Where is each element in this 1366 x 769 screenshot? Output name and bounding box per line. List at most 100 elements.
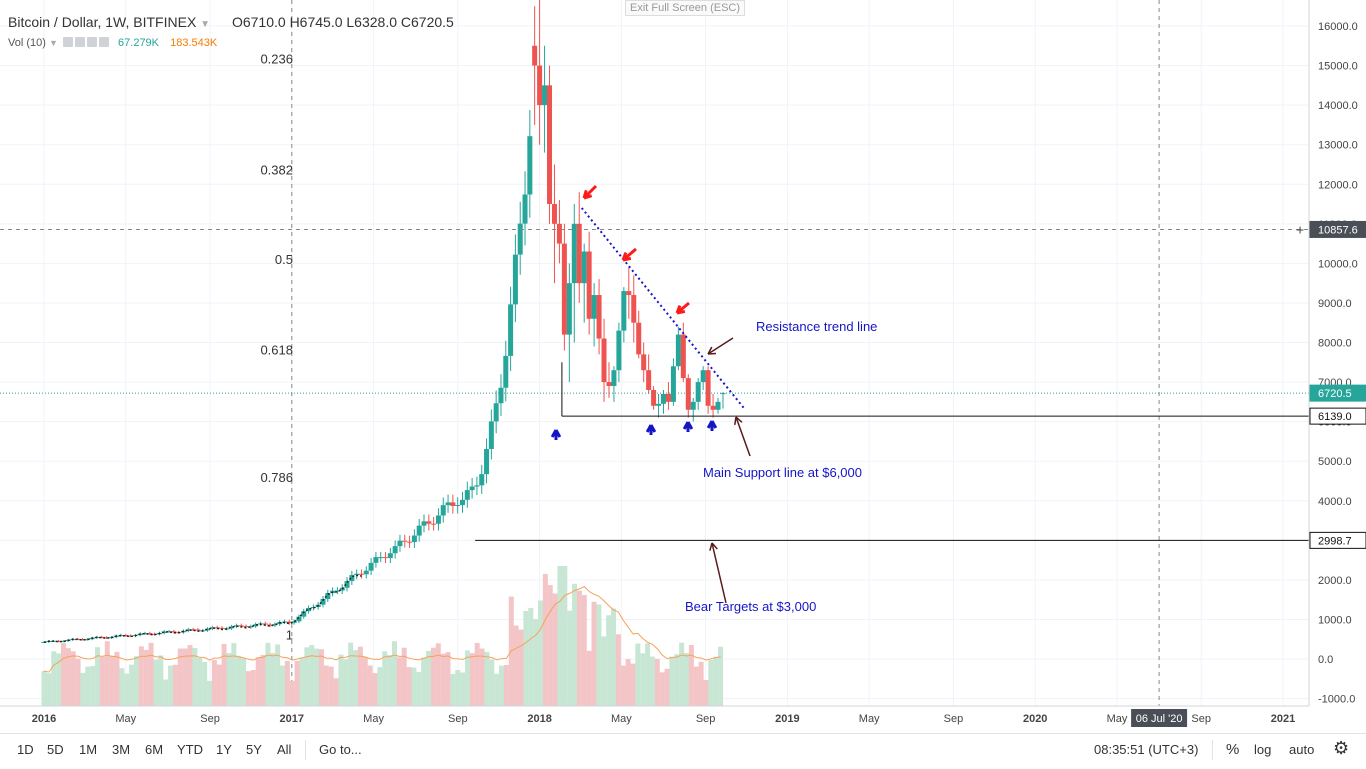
volume-bar — [70, 651, 76, 706]
time-tick-label: May — [363, 713, 384, 725]
volume-bar — [138, 646, 144, 706]
candle-body — [611, 370, 617, 387]
range-1d-button[interactable]: 1D — [17, 742, 34, 757]
add-icon[interactable] — [86, 37, 97, 47]
volume-bar — [654, 658, 660, 706]
volume-bar — [494, 673, 500, 706]
range-all-button[interactable]: All — [277, 742, 292, 757]
candle-body — [675, 334, 681, 367]
volume-bar — [206, 680, 212, 706]
candle-body — [339, 587, 345, 591]
candle-body — [301, 611, 307, 617]
auto-scale-button[interactable]: auto — [1289, 742, 1315, 757]
volume-bar — [241, 658, 247, 706]
volume-bar — [411, 667, 417, 706]
time-tick-label: Sep — [200, 713, 220, 725]
chart-header: Bitcoin / Dollar, 1W, BITFINEX ▼ O6710.0… — [8, 14, 454, 30]
range-3m-button[interactable]: 3M — [112, 742, 131, 757]
volume-bar — [640, 653, 646, 706]
volume-bar — [197, 657, 203, 706]
range-6m-button[interactable]: 6M — [145, 742, 164, 757]
close-icon[interactable] — [98, 37, 109, 47]
candle-body — [661, 393, 666, 404]
time-tick-label: 2021 — [1271, 713, 1295, 725]
volume-bar — [114, 651, 120, 706]
volume-bar — [328, 666, 334, 706]
volume-bar — [338, 654, 344, 706]
blue-arrow-icon — [645, 424, 657, 433]
date-badge — [1131, 709, 1188, 727]
date-badge-text: 06 Jul '20 — [1136, 713, 1183, 725]
range-ytd-button[interactable]: YTD — [177, 742, 203, 757]
log-scale-button[interactable]: log — [1254, 742, 1272, 757]
candle-body — [459, 499, 465, 506]
candle-body — [556, 223, 562, 244]
volume-bar — [294, 660, 300, 706]
volume-bar — [168, 665, 174, 706]
time-tick-label: 2016 — [32, 713, 56, 725]
volume-bar — [445, 652, 451, 706]
volume-bar — [163, 679, 169, 706]
volume-bar — [630, 663, 636, 706]
volume-bar — [659, 672, 665, 706]
candle-body — [161, 631, 167, 633]
fib-level-label: 0.382 — [260, 162, 293, 177]
volume-bar — [85, 666, 91, 706]
range-5y-button[interactable]: 5Y — [246, 742, 262, 757]
eye-icon[interactable] — [62, 37, 73, 47]
volume-bar — [684, 652, 690, 706]
support-price-tag — [1309, 407, 1366, 425]
price-tick-label: -1000.0 — [1318, 694, 1355, 706]
bottom-toolbar: 1D 5D 1M 3M 6M YTD 1Y 5Y All Go to... 08… — [0, 733, 1366, 769]
settings-icon[interactable] — [74, 37, 85, 47]
volume-bar — [245, 671, 251, 706]
candle-body — [118, 634, 124, 636]
range-1y-button[interactable]: 1Y — [216, 742, 232, 757]
volume-bar — [713, 656, 719, 706]
annotation-support: Main Support line at $6,000 — [703, 465, 862, 480]
candle-body — [104, 637, 110, 639]
volume-bar — [450, 673, 456, 706]
volume-bar — [60, 643, 66, 706]
candle-body — [238, 625, 244, 627]
goto-button[interactable]: Go to... — [319, 742, 362, 757]
volume-label[interactable]: Vol (10) — [8, 37, 46, 49]
range-1m-button[interactable]: 1M — [79, 742, 98, 757]
candle-body — [233, 625, 239, 627]
candlesticks — [41, 0, 726, 644]
volume-bar — [693, 666, 699, 706]
volume-bar — [688, 644, 694, 706]
candle-body — [690, 401, 696, 410]
candle-body — [262, 623, 268, 625]
price-axis[interactable]: 16000.015000.014000.013000.012000.011000… — [1296, 0, 1366, 706]
symbol-label[interactable]: Bitcoin / Dollar, 1W, BITFINEX — [8, 14, 197, 30]
clock-readout[interactable]: 08:35:51 (UTC+3) — [1094, 742, 1199, 757]
candle-body — [576, 223, 582, 284]
time-axis[interactable]: 2016 May Sep 2017 May Sep 2018 May Sep 2019 May Sep… — [0, 705, 1309, 727]
volume-bar — [202, 662, 208, 706]
volume-bar — [455, 669, 461, 706]
percent-scale-button[interactable]: % — [1226, 741, 1240, 758]
candle-body — [484, 448, 490, 475]
candle-body — [421, 521, 427, 526]
volume-bar — [41, 671, 47, 706]
price-chart[interactable]: 0.236 0.382 0.5 0.618 0.786 1 Resistance trend… — [0, 0, 1366, 733]
price-tick-label: 2000.0 — [1318, 575, 1352, 587]
candle-body — [272, 624, 278, 626]
exit-fullscreen-button[interactable]: Exit Full Screen (ESC) — [625, 0, 746, 16]
volume-bar — [367, 665, 373, 706]
range-5d-button[interactable]: 5D — [47, 742, 64, 757]
volume-bar — [143, 649, 149, 706]
divider — [305, 740, 306, 760]
volume-bar — [523, 611, 529, 706]
volume-bar — [158, 655, 164, 706]
dropdown-caret-icon[interactable]: ▼ — [200, 19, 211, 30]
volume-bar — [343, 659, 349, 706]
gear-icon[interactable]: ⚙ — [1333, 738, 1350, 758]
volume-bar — [65, 648, 71, 706]
candle-body — [291, 621, 297, 623]
dropdown-caret-icon[interactable]: ▼ — [48, 38, 58, 48]
candle-body — [195, 629, 201, 631]
fib-level-label: 0.5 — [275, 252, 293, 267]
candle-body — [656, 403, 662, 406]
